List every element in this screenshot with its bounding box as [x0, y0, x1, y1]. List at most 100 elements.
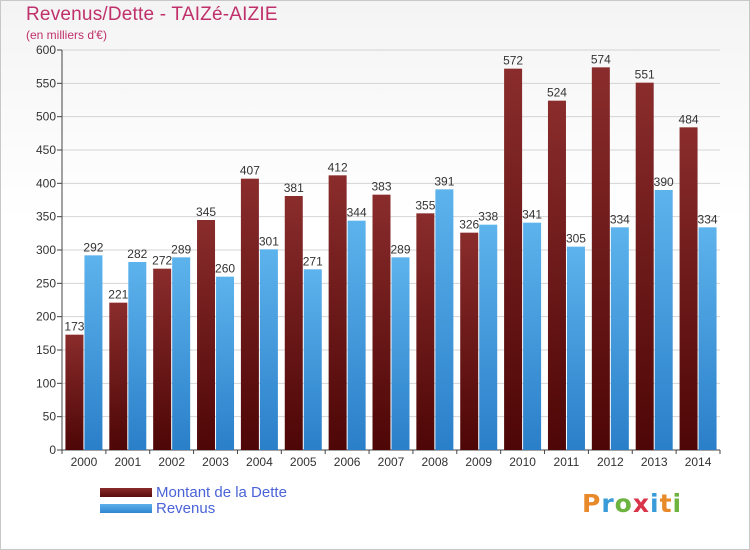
data-label: 390 [654, 175, 674, 189]
bar-dette [109, 302, 128, 450]
proxiti-logo: Proxiti [582, 489, 682, 518]
bar-dette [153, 268, 172, 450]
data-label: 572 [503, 54, 523, 68]
y-tick-label: 450 [36, 143, 56, 157]
data-label: 338 [478, 210, 498, 224]
legend-label-revenus: Revenus [156, 499, 216, 517]
x-tick-label: 2008 [422, 455, 449, 469]
bar-revenus [347, 220, 366, 450]
data-label: 221 [108, 288, 128, 302]
logo-letter: r [601, 489, 615, 518]
data-label: 391 [434, 174, 454, 188]
y-tick-label: 100 [36, 376, 56, 390]
bar-revenus [610, 227, 629, 450]
bar-revenus [435, 189, 454, 451]
chart-legend: Montant de la Dette Revenus [100, 483, 287, 517]
logo-letter: P [582, 489, 602, 518]
bar-dette [197, 220, 216, 450]
y-tick-label: 500 [36, 110, 56, 124]
y-tick-label: 150 [36, 343, 56, 357]
data-label: 407 [240, 164, 260, 178]
y-tick-label: 50 [43, 410, 57, 424]
y-tick-label: 250 [36, 276, 56, 290]
x-tick-label: 2011 [554, 455, 580, 469]
y-tick-label: 300 [36, 243, 56, 257]
x-tick-label: 2003 [202, 455, 229, 469]
bar-revenus [259, 249, 278, 450]
data-label: 574 [591, 52, 611, 66]
x-tick-label: 2014 [685, 455, 712, 469]
x-tick-label: 2000 [71, 455, 98, 469]
data-label: 524 [547, 86, 567, 100]
bar-dette [65, 334, 84, 450]
bar-revenus [523, 222, 542, 450]
bar-dette [416, 213, 435, 450]
bar-revenus [84, 255, 103, 450]
data-label: 344 [347, 206, 367, 220]
data-label: 484 [679, 112, 699, 126]
y-tick-label: 200 [36, 310, 56, 324]
bar-dette [460, 232, 479, 450]
bar-dette [372, 194, 391, 450]
legend-item-revenus: Revenus [100, 499, 287, 517]
bar-revenus [698, 227, 717, 450]
bar-revenus [216, 276, 235, 450]
logo-letter: i [672, 489, 683, 518]
data-label: 334 [610, 212, 630, 226]
bar-dette [635, 82, 654, 451]
bar-revenus [303, 269, 322, 450]
y-tick-label: 0 [49, 443, 56, 457]
x-tick-label: 2006 [334, 455, 361, 469]
bar-revenus [391, 257, 410, 450]
x-tick-label: 2009 [465, 455, 492, 469]
data-label: 355 [415, 198, 435, 212]
x-tick-label: 2001 [114, 455, 141, 469]
legend-label-dette: Montant de la Dette [156, 483, 287, 501]
legend-item-dette: Montant de la Dette [100, 483, 287, 501]
logo-letter: x [632, 489, 650, 518]
data-label: 173 [64, 320, 84, 334]
bar-dette [679, 127, 698, 450]
bar-dette [547, 100, 566, 451]
logo-letter: o [614, 489, 633, 518]
legend-swatch-dette [100, 487, 152, 497]
legend-swatch-revenus [100, 503, 152, 513]
data-label: 412 [328, 160, 348, 174]
data-label: 345 [196, 205, 216, 219]
bar-dette [284, 196, 303, 450]
data-label: 260 [215, 262, 235, 276]
data-label: 551 [635, 68, 655, 82]
data-label: 292 [83, 240, 103, 254]
x-tick-label: 2010 [509, 455, 536, 469]
x-tick-label: 2007 [378, 455, 405, 469]
logo-letter: i [650, 489, 660, 518]
logo-letter: t [659, 489, 673, 518]
bar-dette [328, 175, 347, 451]
data-label: 272 [152, 254, 172, 268]
data-label: 381 [284, 181, 304, 195]
data-label: 271 [303, 254, 323, 268]
y-tick-label: 350 [36, 210, 56, 224]
x-tick-label: 2002 [158, 455, 185, 469]
data-label: 301 [259, 234, 279, 248]
x-tick-label: 2004 [246, 455, 273, 469]
bar-revenus [654, 190, 673, 450]
x-tick-label: 2013 [641, 455, 668, 469]
y-tick-label: 400 [36, 176, 56, 190]
y-tick-label: 600 [36, 43, 56, 57]
bar-dette [240, 178, 259, 450]
data-label: 341 [522, 208, 542, 222]
data-label: 289 [171, 242, 191, 256]
bar-dette [504, 68, 523, 451]
data-label: 305 [566, 232, 586, 246]
bar-revenus [479, 224, 498, 450]
x-tick-label: 2005 [290, 455, 317, 469]
data-label: 326 [459, 218, 479, 232]
chart-subtitle: (en milliers d'€) [26, 28, 107, 42]
data-label: 289 [390, 242, 410, 256]
data-label: 282 [127, 247, 147, 261]
chart-title: Revenus/Dette - TAIZé-AIZIE [26, 4, 278, 25]
bar-revenus [172, 257, 191, 450]
bar-revenus [128, 262, 147, 450]
